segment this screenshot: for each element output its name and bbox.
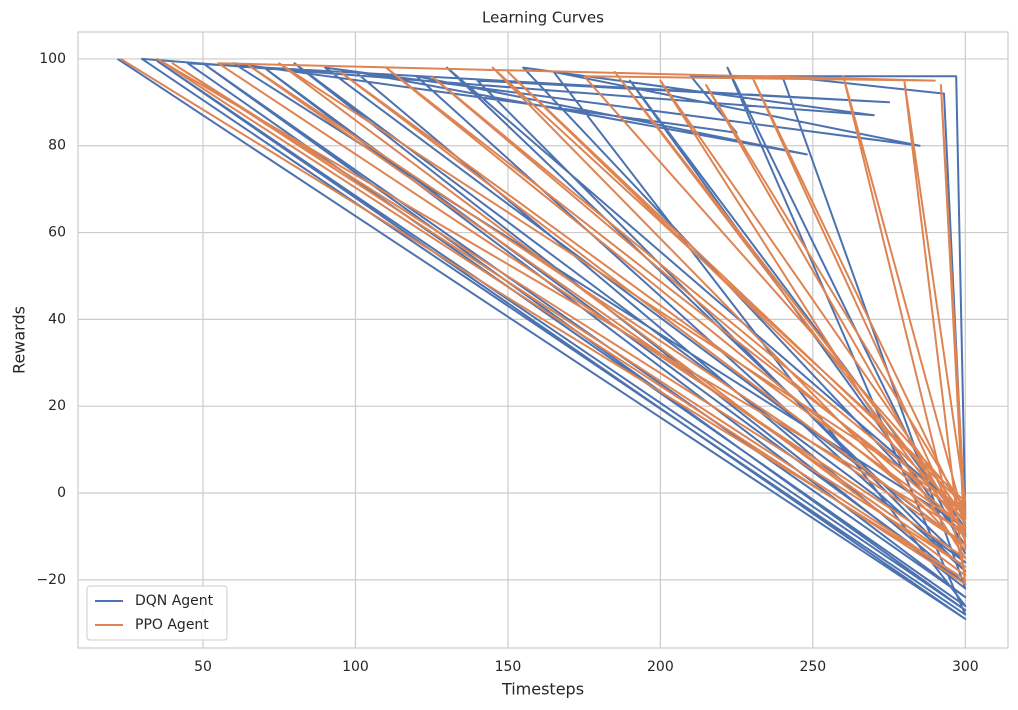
y-tick-label: 0	[57, 485, 66, 501]
y-tick-label: 60	[48, 225, 66, 241]
x-tick-label: 150	[495, 659, 522, 675]
y-tick-label: 100	[39, 51, 66, 67]
y-tick-label: −20	[36, 572, 66, 588]
x-tick-label: 100	[342, 659, 369, 675]
y-tick-label: 40	[48, 311, 66, 327]
x-axis-label: Timesteps	[501, 680, 584, 699]
y-tick-label: 80	[48, 138, 66, 154]
series-line	[120, 57, 967, 586]
x-tick-label: 300	[952, 659, 979, 675]
plot-frame	[77, 31, 1009, 649]
x-tick-label: 200	[647, 659, 674, 675]
x-tick-label: 50	[194, 659, 212, 675]
legend-box	[86, 585, 228, 641]
chart-title: Learning Curves	[482, 9, 604, 27]
x-tick-label: 250	[799, 659, 826, 675]
y-tick-label: 20	[48, 398, 66, 414]
y-axis-label: Rewards	[10, 306, 29, 374]
lines	[117, 57, 967, 620]
legend: DQN Agent PPO Agent	[86, 585, 228, 641]
legend-label: PPO Agent	[135, 617, 209, 633]
legend-label: DQN Agent	[135, 593, 214, 609]
